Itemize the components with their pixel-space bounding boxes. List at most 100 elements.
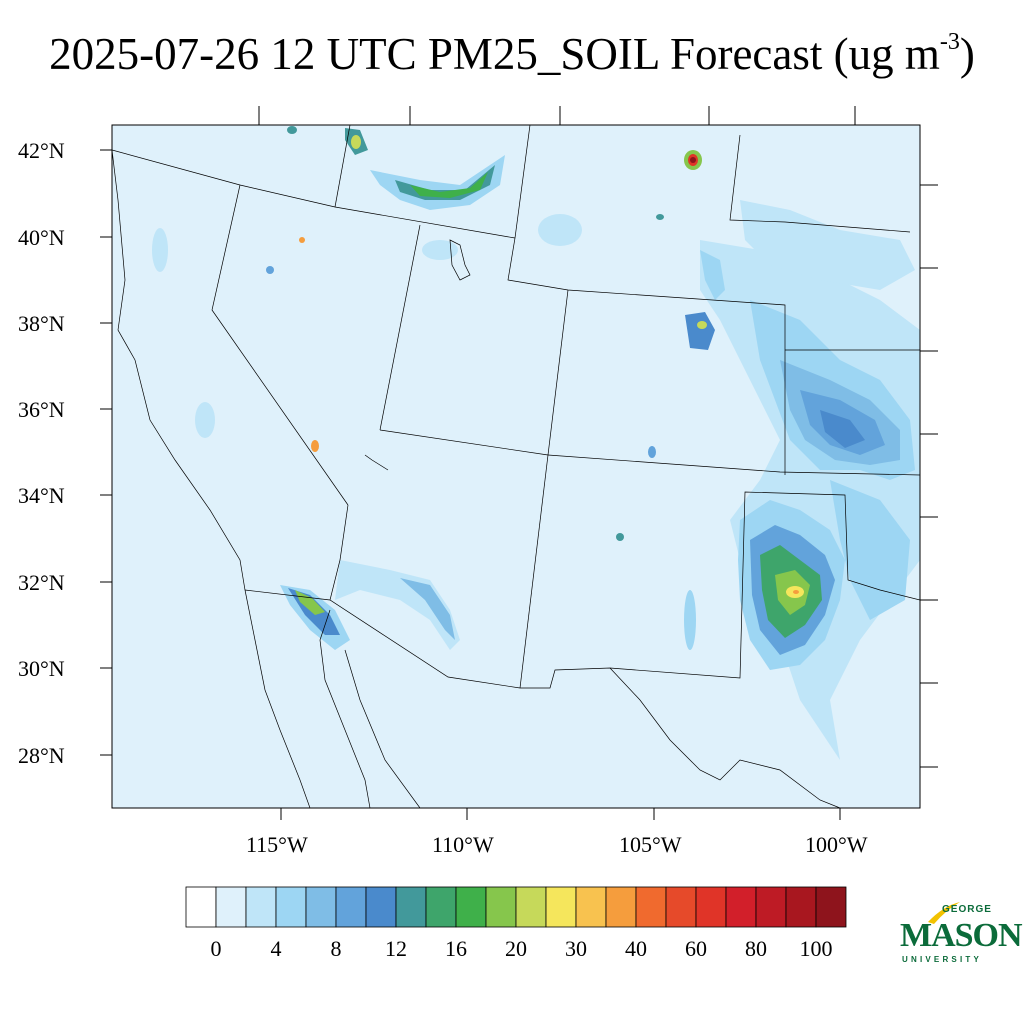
- colorbar-swatch: [725, 886, 757, 928]
- lat-label-42: 42°N: [18, 138, 65, 163]
- colorbar-tick-label: 16: [445, 936, 467, 961]
- nevada-utah: [211, 184, 349, 506]
- plains-band-4: [820, 410, 865, 448]
- colorbar-swatch: [815, 886, 847, 928]
- plains-north: [740, 200, 915, 290]
- map-title-text: 2025-07-26 12 UTC PM25_SOIL Forecast (ug…: [49, 29, 940, 79]
- lat-label-32: 32°N: [18, 570, 65, 595]
- lat-label-40: 40°N: [18, 225, 65, 250]
- lat-label-30: 30°N: [18, 656, 65, 681]
- tick-marks: [100, 106, 938, 820]
- colorbar-swatch: [545, 886, 577, 928]
- arizona-streak: [335, 560, 460, 650]
- colorbar-tick-label: 40: [625, 936, 647, 961]
- oregon-border: [112, 149, 516, 239]
- george-mason-logo: GEORGE MASON UNIVERSITY: [898, 900, 1023, 970]
- lon-label-115: 115°W: [246, 832, 308, 857]
- utah-haze: [422, 240, 458, 260]
- idaho-spot: [287, 126, 297, 134]
- colorbar-tick-label: 4: [270, 936, 282, 961]
- colorbar-tick-label: 60: [685, 936, 707, 961]
- map-frame: [111, 124, 921, 809]
- colorbar-tick-label: 80: [745, 936, 767, 961]
- california-haze: [195, 402, 215, 438]
- map-title-unit-exponent: -3: [939, 29, 960, 55]
- great-salt-lake: [449, 239, 471, 281]
- lake-mead: [364, 454, 389, 471]
- utah-spot: [299, 237, 305, 243]
- texas-plume-peak-center: [793, 590, 799, 594]
- colorbar-swatch: [485, 886, 517, 928]
- wyoming-haze: [538, 214, 582, 246]
- colorbar-swatch: [605, 886, 637, 928]
- colorbar: [185, 886, 847, 928]
- colorbar-swatch: [365, 886, 397, 928]
- montana-spot-core: [351, 135, 361, 149]
- colorado-south: [547, 454, 920, 476]
- colorbar-swatch: [575, 886, 607, 928]
- colorado-south-spot: [648, 446, 656, 458]
- california-haze-2: [152, 228, 168, 272]
- colorbar-swatch: [335, 886, 367, 928]
- nevada-north-spot: [266, 266, 274, 274]
- concentration-field: [152, 126, 920, 760]
- arizona-streak-inner: [400, 578, 455, 640]
- plains-haze: [700, 240, 920, 760]
- texas-rio-grande: [609, 667, 841, 808]
- lat-label-28: 28°N: [18, 743, 65, 768]
- wyoming-east: [729, 134, 911, 233]
- newmexico-east-haze: [684, 590, 696, 650]
- colorbar-swatch: [395, 886, 427, 928]
- new-mexico-spot: [616, 533, 624, 541]
- plains-south: [830, 480, 910, 620]
- wyoming-south-spot: [656, 214, 664, 220]
- wyoming-band-outer: [370, 155, 505, 210]
- logo-line-university: UNIVERSITY: [902, 955, 983, 964]
- colorbar-swatch: [215, 886, 247, 928]
- colorbar-tick-label: 20: [505, 936, 527, 961]
- gulf-coast: [319, 609, 371, 808]
- colorbar-swatch: [635, 886, 667, 928]
- colorbar-swatch: [695, 886, 727, 928]
- mainland-mexico-coast: [344, 649, 421, 808]
- colorbar-swatch: [275, 886, 307, 928]
- lon-label-100: 100°W: [805, 832, 868, 857]
- lon-label-110: 110°W: [432, 832, 494, 857]
- colorado-spot-core: [697, 321, 707, 329]
- colorbar-tick-label: 0: [210, 936, 222, 961]
- colorbar-swatch: [425, 886, 457, 928]
- colorbar-tick-label: 100: [799, 936, 833, 961]
- colorbar-swatch: [515, 886, 547, 928]
- arizona-newmexico: [519, 454, 549, 689]
- colorbar-swatch: [665, 886, 697, 928]
- map-title: 2025-07-26 12 UTC PM25_SOIL Forecast (ug…: [0, 28, 1024, 80]
- utah-box: [379, 224, 569, 456]
- lat-label-36: 36°N: [18, 397, 65, 422]
- baja-coast: [244, 589, 311, 808]
- colorbar-swatch: [455, 886, 487, 928]
- lat-label-38: 38°N: [18, 311, 65, 336]
- idaho-wyoming-border: [334, 125, 351, 208]
- logo-line-mason: MASON: [900, 917, 1023, 954]
- map-title-close: ): [959, 29, 975, 79]
- arizona-west: [329, 504, 349, 601]
- logo-line-george: GEORGE: [942, 904, 992, 915]
- colorbar-tick-label: 30: [565, 936, 587, 961]
- colorbar-swatch: [305, 886, 337, 928]
- colorbar-swatch: [755, 886, 787, 928]
- dakota-hotspot-core: [690, 157, 696, 163]
- colorbar-tick-label: 12: [385, 936, 407, 961]
- wyoming-band-core: [410, 172, 488, 198]
- colorbar-tick-label: 8: [330, 936, 342, 961]
- sonora-plume-core: [295, 590, 325, 615]
- boundaries: [112, 125, 920, 808]
- california-coast: [112, 149, 246, 591]
- nevada-spot: [311, 440, 319, 452]
- colorbar-swatch: [185, 886, 217, 928]
- colorbar-swatch: [785, 886, 817, 928]
- lon-label-105: 105°W: [619, 832, 682, 857]
- colorbar-swatch: [245, 886, 277, 928]
- colorado-spot: [685, 312, 715, 350]
- lat-label-34: 34°N: [18, 483, 65, 508]
